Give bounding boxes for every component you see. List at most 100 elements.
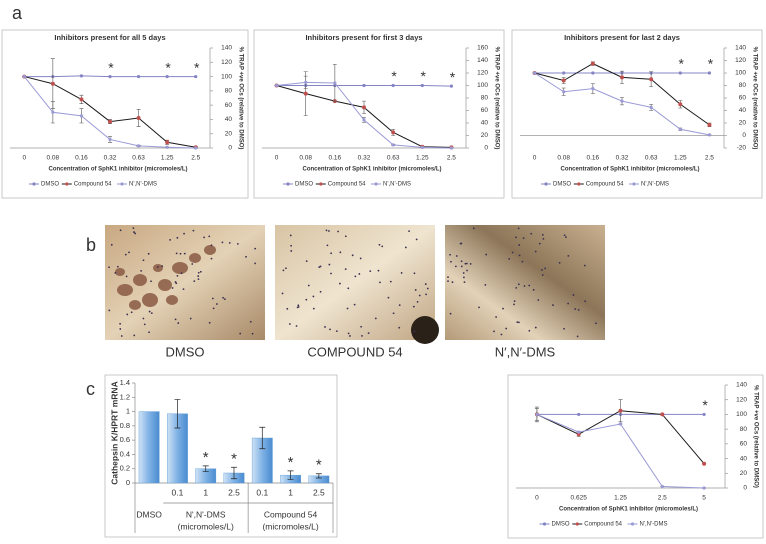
cell-nucleus xyxy=(466,269,468,272)
x-tick-label: 1.25 xyxy=(416,155,429,162)
legend-marker xyxy=(544,182,548,186)
cell-nucleus xyxy=(125,275,128,278)
x-tick-label: 5 xyxy=(702,495,706,502)
y-tick-label: 0.2 xyxy=(120,464,130,473)
panel-label: b xyxy=(86,235,96,255)
data-point xyxy=(79,97,84,102)
significance-mark: * xyxy=(391,68,397,84)
significance-mark: * xyxy=(194,59,200,75)
significance-mark: * xyxy=(288,454,294,471)
data-point xyxy=(50,81,55,86)
cell-nucleus xyxy=(349,335,351,337)
cell-nucleus xyxy=(132,227,135,229)
chart-title: Inhibitors present for all 5 days xyxy=(54,33,165,42)
cell-nucleus xyxy=(245,255,247,258)
error-bar xyxy=(287,470,294,480)
cell-nucleus xyxy=(360,325,363,328)
data-point xyxy=(136,74,141,79)
legend-marker xyxy=(630,522,635,526)
significance-mark: * xyxy=(702,397,708,413)
cell-nucleus xyxy=(143,323,146,326)
cell-nucleus xyxy=(353,303,356,306)
cell-nucleus xyxy=(459,242,462,245)
cell-nucleus xyxy=(463,281,466,284)
y-tick-label: 0 xyxy=(743,485,747,492)
y-tick-label: 20 xyxy=(225,130,233,137)
cell-nucleus xyxy=(328,263,331,266)
data-point xyxy=(108,74,112,79)
cell-nucleus xyxy=(577,308,580,311)
cell-nucleus xyxy=(290,250,293,252)
cell-nucleus xyxy=(447,280,449,283)
bar xyxy=(138,411,160,484)
cell-nucleus xyxy=(347,332,350,335)
x-tick-label: 0 xyxy=(535,495,539,502)
cell-nucleus xyxy=(572,294,575,296)
chart-title: Inhibitors present for first 3 days xyxy=(305,33,422,42)
legend-marker xyxy=(286,182,290,186)
data-point xyxy=(532,71,537,75)
y-tick-label: 80 xyxy=(740,426,748,433)
cell-nucleus xyxy=(532,288,535,291)
cell-nucleus xyxy=(517,227,520,230)
micrographs: DMSO COMPOUND 54 N′,N′-DMS xyxy=(105,225,605,359)
cell-nucleus xyxy=(177,322,180,324)
cell-nucleus xyxy=(189,317,192,320)
x-tick-label: 2.5 xyxy=(228,487,240,497)
y-tick-label: 60 xyxy=(481,107,489,114)
data-point xyxy=(420,145,424,149)
x-tick-label: 2.5 xyxy=(313,487,325,497)
cell-nucleus xyxy=(210,244,213,247)
cell-nucleus xyxy=(451,281,454,284)
cell-nucleus xyxy=(307,284,310,287)
cell-nucleus xyxy=(325,229,328,232)
x-tick-label: 1 xyxy=(203,487,208,497)
data-point xyxy=(79,114,84,118)
legend-label: Compound 54 xyxy=(586,182,624,188)
cell-nucleus xyxy=(542,237,545,240)
cell-nucleus xyxy=(203,236,205,239)
image-caption: COMPOUND 54 xyxy=(307,344,402,359)
cell-nucleus xyxy=(563,234,566,237)
data-point xyxy=(562,90,566,94)
y-tick-label: 160 xyxy=(477,45,488,52)
data-point xyxy=(535,412,539,417)
data-point xyxy=(136,144,141,148)
cell-nucleus xyxy=(416,300,419,303)
cell-nucleus xyxy=(161,265,164,268)
x-tick-label: 0 xyxy=(22,155,26,162)
significance-mark: * xyxy=(450,69,456,85)
x-axis-label: Concentration of SphK1 inhibitor (microm… xyxy=(559,507,698,513)
cell-nucleus xyxy=(249,320,252,323)
cell-nucleus xyxy=(478,306,480,309)
data-point xyxy=(449,84,454,88)
cell-nucleus xyxy=(528,329,531,332)
cell-nucleus xyxy=(297,306,300,308)
image-caption: DMSO xyxy=(166,344,205,359)
group-unit: (micromoles/L) xyxy=(262,521,318,531)
cell-nucleus xyxy=(212,307,215,310)
cell-nucleus xyxy=(282,269,285,272)
legend-marker xyxy=(120,182,124,186)
legend-label: Compound 54 xyxy=(328,182,366,188)
y-tick-label: 40 xyxy=(739,107,747,114)
x-tick-label: 0.63 xyxy=(645,155,658,162)
cell-nucleus xyxy=(534,250,537,253)
cell-nucleus xyxy=(312,307,315,310)
chart-title: Inhibitors present for last 2 days xyxy=(564,33,680,42)
significance-mark: * xyxy=(708,56,714,72)
y-tick-label: 120 xyxy=(735,57,746,64)
cell-nucleus xyxy=(147,252,150,255)
cell-nucleus xyxy=(295,325,298,327)
data-point xyxy=(165,145,169,149)
cell-nucleus xyxy=(192,229,195,232)
cell-nucleus xyxy=(574,308,577,310)
cell-nucleus xyxy=(367,332,370,335)
legend-marker xyxy=(32,182,36,186)
cell-nucleus xyxy=(288,323,291,325)
y-tick-label: 0.6 xyxy=(120,435,130,444)
cell-nucleus xyxy=(541,274,544,276)
y-tick-label: 80 xyxy=(739,82,747,89)
cell-nucleus xyxy=(484,283,487,286)
cell-nucleus xyxy=(120,335,123,337)
